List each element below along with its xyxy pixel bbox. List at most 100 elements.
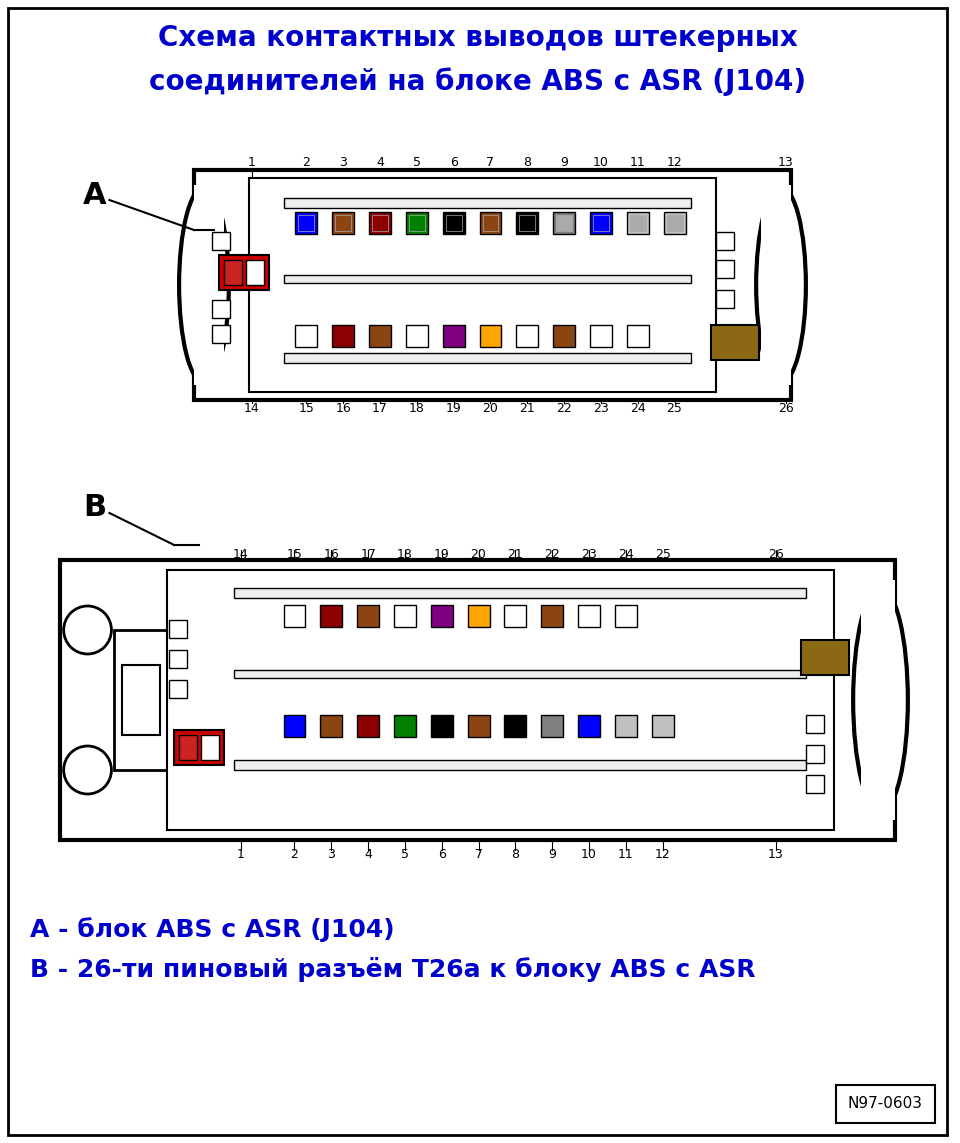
Bar (335, 215, 351, 231)
Bar (234, 588, 805, 598)
Bar (468, 605, 490, 628)
Bar (167, 570, 833, 830)
Text: В - 26-ти пиновый разъём T26a к блоку ABS с ASR: В - 26-ти пиновый разъём T26a к блоку AB… (30, 958, 756, 983)
Ellipse shape (180, 187, 228, 383)
Bar (114, 630, 169, 770)
Bar (445, 215, 462, 231)
Ellipse shape (756, 187, 805, 383)
Bar (860, 580, 896, 820)
Bar (60, 560, 896, 840)
Text: 16: 16 (324, 549, 339, 561)
Bar (480, 325, 501, 347)
Bar (666, 215, 683, 231)
Text: 10: 10 (581, 848, 597, 862)
Text: 8: 8 (512, 848, 519, 862)
Bar (169, 680, 187, 698)
Text: 1: 1 (248, 157, 255, 169)
Text: 8: 8 (523, 157, 531, 169)
Bar (590, 325, 612, 347)
Text: 19: 19 (434, 549, 449, 561)
Text: 15: 15 (286, 549, 302, 561)
Bar (443, 211, 465, 234)
Bar (541, 716, 564, 737)
Bar (614, 605, 636, 628)
Bar (169, 650, 187, 668)
Text: 16: 16 (335, 401, 351, 415)
Text: 25: 25 (666, 401, 683, 415)
Bar (516, 211, 539, 234)
Bar (483, 215, 498, 231)
Bar (805, 716, 824, 733)
Bar (406, 325, 428, 347)
Bar (516, 325, 539, 347)
Bar (593, 215, 609, 231)
Bar (283, 275, 691, 283)
Bar (556, 215, 572, 231)
Bar (541, 605, 564, 628)
Bar (504, 605, 526, 628)
Circle shape (63, 746, 111, 794)
Text: 2: 2 (291, 848, 299, 862)
Bar (299, 215, 314, 231)
Bar (578, 716, 600, 737)
Bar (627, 325, 649, 347)
Bar (212, 299, 229, 318)
Text: 22: 22 (544, 549, 560, 561)
Bar (394, 605, 416, 628)
Text: B: B (83, 494, 107, 522)
Bar (296, 211, 318, 234)
Bar (443, 325, 465, 347)
Text: 20: 20 (470, 549, 487, 561)
Text: 17: 17 (360, 549, 376, 561)
Bar (805, 775, 824, 793)
Bar (219, 255, 269, 290)
Text: соединителей на блоке ABS с ASR (J104): соединителей на блоке ABS с ASR (J104) (149, 67, 806, 96)
Bar (194, 185, 224, 385)
Bar (169, 620, 187, 638)
Text: N97-0603: N97-0603 (848, 1096, 923, 1111)
Text: 11: 11 (630, 157, 646, 169)
Text: A: A (83, 181, 107, 209)
Bar (332, 211, 354, 234)
Text: 5: 5 (413, 157, 420, 169)
Text: А - блок ABS с ASR (J104): А - блок ABS с ASR (J104) (30, 918, 395, 943)
Bar (249, 178, 716, 392)
Bar (394, 716, 416, 737)
Bar (801, 640, 849, 676)
Text: 19: 19 (445, 401, 462, 415)
Text: 24: 24 (618, 549, 634, 561)
Bar (212, 325, 229, 343)
Bar (652, 716, 674, 737)
Bar (122, 665, 160, 735)
Bar (246, 259, 264, 285)
Text: 3: 3 (339, 157, 348, 169)
Text: 18: 18 (409, 401, 425, 415)
Bar (321, 605, 343, 628)
Bar (406, 211, 428, 234)
Bar (519, 215, 536, 231)
Bar (663, 211, 685, 234)
Bar (614, 716, 636, 737)
Text: 7: 7 (474, 848, 483, 862)
Text: 17: 17 (372, 401, 388, 415)
Text: 2: 2 (302, 157, 310, 169)
Circle shape (63, 606, 111, 654)
Bar (372, 215, 388, 231)
Bar (212, 232, 229, 250)
Text: 21: 21 (508, 549, 523, 561)
Bar (553, 325, 575, 347)
Bar (805, 745, 824, 764)
Bar (357, 605, 379, 628)
Bar (590, 211, 612, 234)
Bar (627, 211, 649, 234)
Bar (431, 605, 453, 628)
Bar (283, 353, 691, 363)
Bar (174, 730, 224, 765)
Bar (761, 185, 791, 385)
Text: 12: 12 (655, 848, 670, 862)
Bar (283, 198, 691, 208)
Text: 14: 14 (233, 549, 249, 561)
Bar (553, 211, 575, 234)
Text: 5: 5 (401, 848, 409, 862)
Ellipse shape (853, 588, 908, 812)
